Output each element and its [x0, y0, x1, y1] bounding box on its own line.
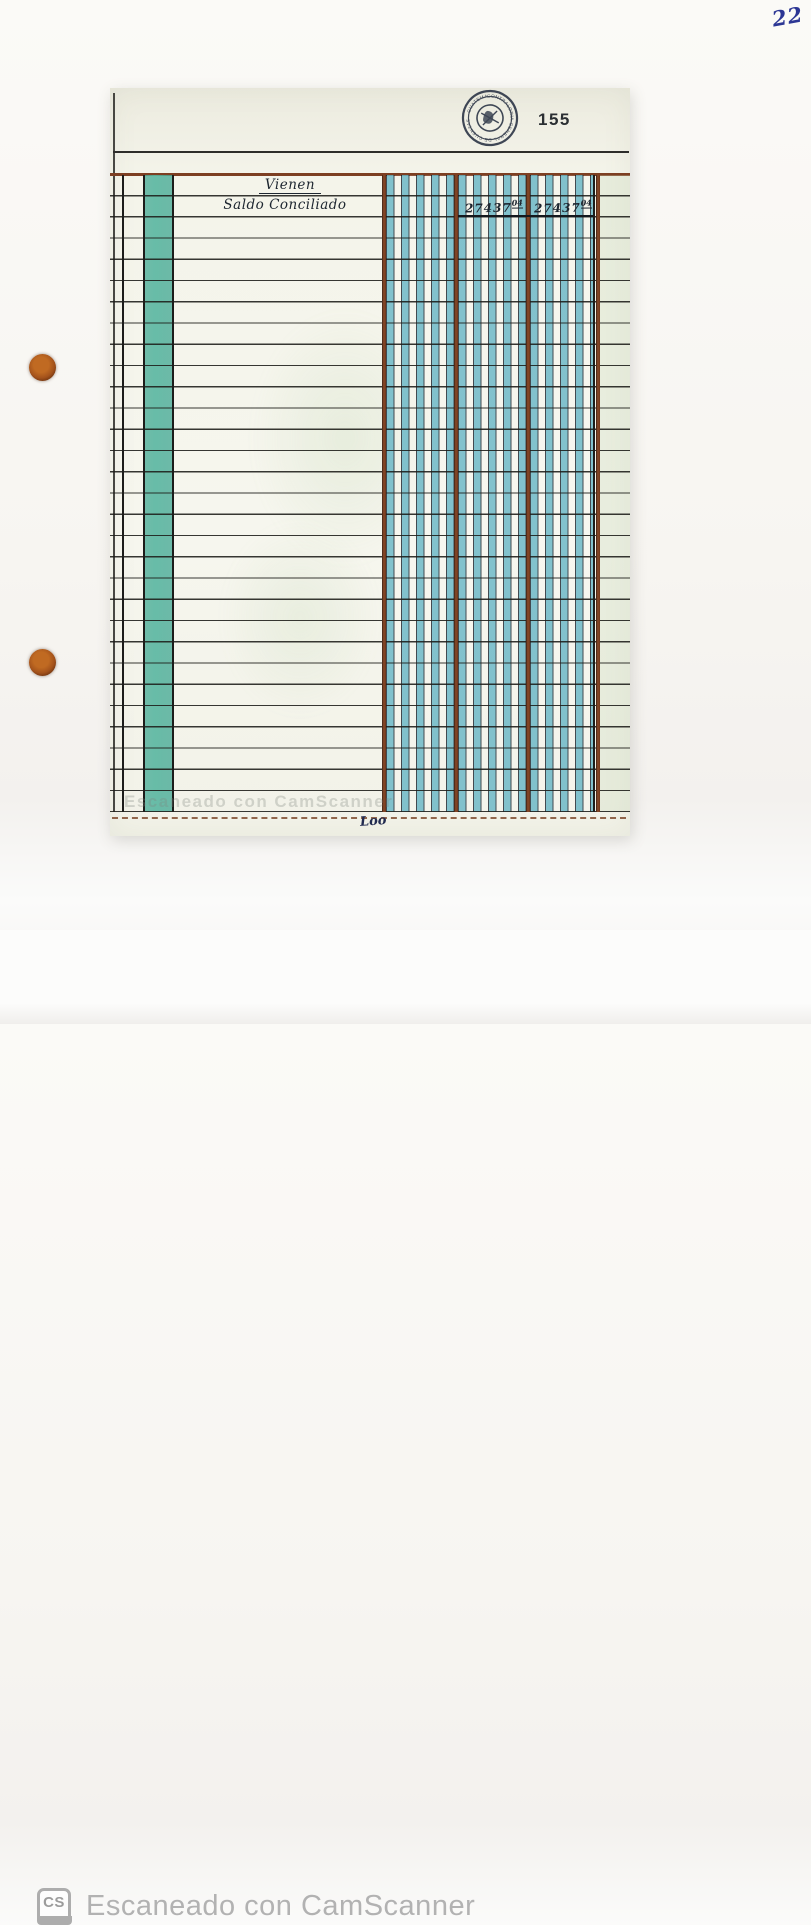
camscanner-logo-icon: CS	[36, 1888, 72, 1925]
hole-punch-bottom	[29, 649, 56, 676]
signature-mark: Loo	[359, 813, 387, 830]
amount-debit-cents: 04	[511, 197, 523, 209]
saldo-conciliado-text: Saldo Conciliado	[223, 197, 347, 213]
money-area-end-rule	[593, 175, 595, 812]
camscanner-footer-text: Escaneado con CamScanner	[86, 1890, 476, 1922]
money-separator-2	[526, 175, 530, 812]
money-separator-1	[454, 175, 458, 812]
margin-column-rule	[122, 175, 124, 812]
camscanner-logo-text: CS	[43, 1894, 65, 1911]
amount-underline	[458, 214, 593, 217]
contraloria-seal-stamp: CONTRALORIA GENERAL DE CUENTAS · GUATEMA…	[459, 88, 519, 147]
amount-credit: 2743704	[533, 197, 592, 216]
ledger-entry-vienen: Vienen	[225, 177, 355, 194]
ledger-page: CONTRALORIA GENERAL DE CUENTAS · GUATEMA…	[110, 88, 630, 836]
green-band-left-rule	[143, 175, 145, 812]
camscanner-logo-tab	[36, 1915, 72, 1925]
vienen-text: Vienen	[258, 177, 322, 194]
printed-page-number: 155	[538, 110, 571, 129]
money-separator-3	[596, 175, 600, 812]
amount-debit: 2743704	[464, 197, 523, 216]
description-money-separator	[382, 175, 386, 812]
hole-punch-top	[29, 354, 56, 381]
footer-bar: CS Escaneado con CamScanner	[0, 930, 811, 1925]
amount-credit-whole: 27437	[533, 200, 581, 216]
header-rule-black	[113, 151, 629, 153]
bottom-rule-brown	[112, 817, 626, 819]
green-band-right-rule	[172, 175, 174, 812]
corner-folio-note: 22	[770, 1, 806, 32]
ledger-grid: Vienen Saldo Conciliado 2743704 2743704	[110, 175, 630, 812]
ledger-entry-saldo-conciliado: Saldo Conciliado	[210, 197, 360, 213]
header-rule-brown	[110, 173, 630, 176]
horizontal-ruling	[110, 175, 630, 812]
amount-credit-cents: 04	[580, 197, 592, 209]
faint-scan-watermark: Escaneado con CamScanner	[124, 792, 394, 811]
amount-debit-whole: 27437	[464, 200, 512, 216]
